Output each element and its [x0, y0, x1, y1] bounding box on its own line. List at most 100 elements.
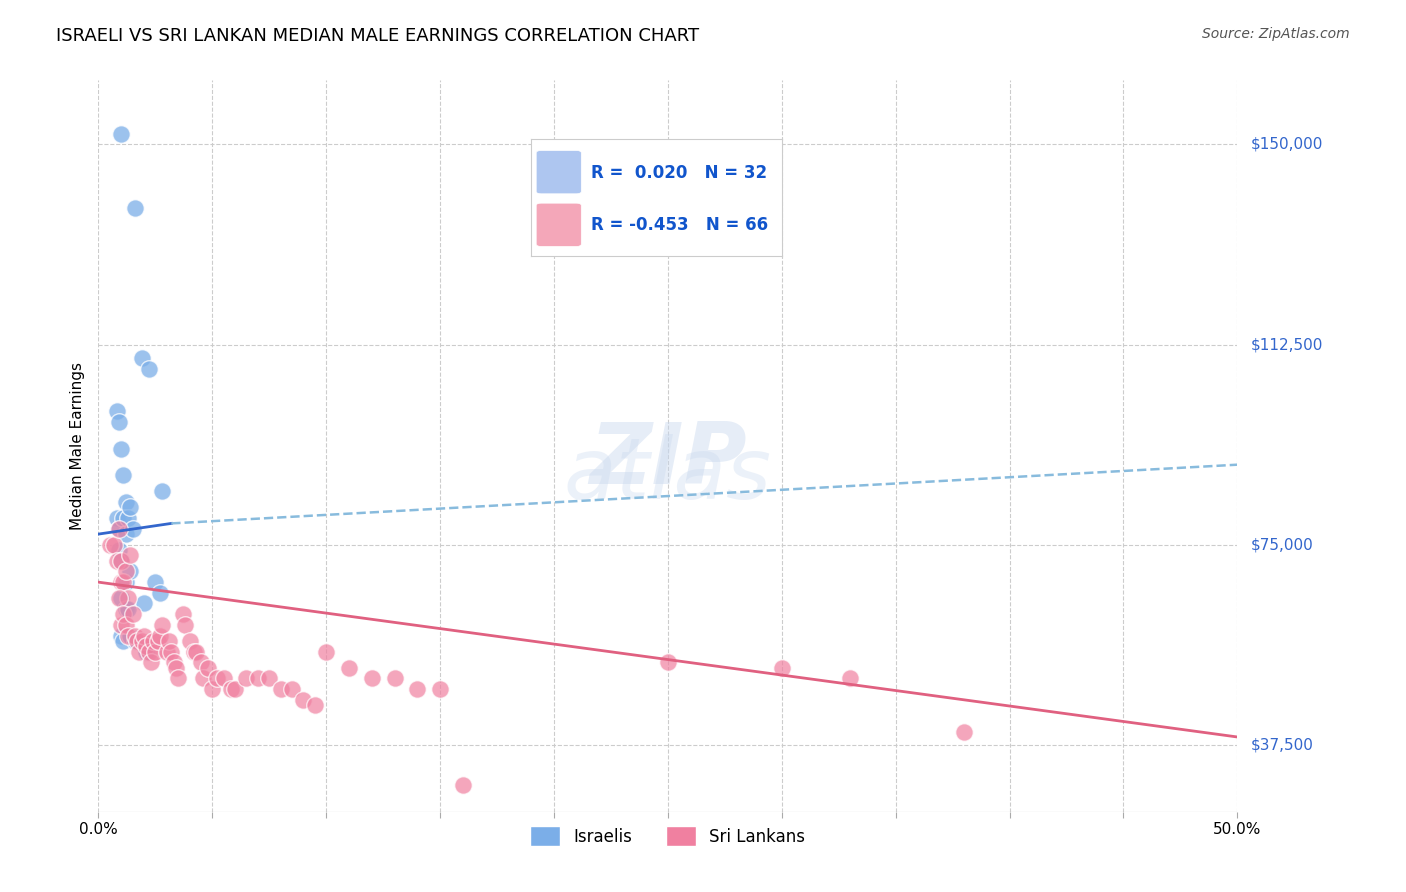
- Point: [149, 586, 172, 600]
- Point: [105, 404, 128, 418]
- Point: [120, 565, 142, 579]
- Point: [112, 468, 135, 483]
- Legend: Israelis, Sri Lankans: Israelis, Sri Lankans: [522, 818, 814, 855]
- Point: [105, 511, 128, 525]
- Point: [120, 500, 142, 515]
- Point: [172, 607, 194, 622]
- Point: [98, 538, 121, 552]
- Point: [117, 511, 139, 525]
- Point: [146, 633, 169, 648]
- Point: [114, 575, 136, 590]
- Point: [953, 724, 976, 739]
- Point: [246, 671, 269, 685]
- Point: [110, 127, 132, 141]
- Text: Source: ZipAtlas.com: Source: ZipAtlas.com: [1202, 27, 1350, 41]
- Point: [132, 597, 155, 611]
- Point: [110, 575, 132, 590]
- Point: [124, 633, 146, 648]
- Point: [183, 644, 205, 658]
- Point: [127, 633, 149, 648]
- Point: [150, 618, 173, 632]
- Point: [110, 618, 132, 632]
- Point: [108, 522, 131, 536]
- Text: ZIP: ZIP: [589, 419, 747, 502]
- Point: [219, 681, 242, 696]
- Point: [110, 591, 132, 606]
- Point: [160, 644, 183, 658]
- Point: [270, 681, 292, 696]
- Point: [110, 628, 132, 642]
- Point: [839, 671, 862, 685]
- Point: [167, 671, 190, 685]
- Point: [145, 575, 167, 590]
- Point: [360, 671, 382, 685]
- Point: [315, 644, 337, 658]
- Point: [292, 692, 315, 706]
- Point: [165, 660, 187, 674]
- Point: [114, 602, 136, 616]
- Point: [770, 660, 793, 674]
- Point: [128, 644, 150, 658]
- Point: [110, 554, 132, 568]
- Point: [108, 415, 131, 429]
- Point: [108, 591, 131, 606]
- Point: [281, 681, 304, 696]
- Point: [120, 549, 142, 563]
- Point: [138, 644, 160, 658]
- Point: [114, 565, 136, 579]
- Point: [205, 671, 228, 685]
- Point: [132, 628, 155, 642]
- Point: [114, 527, 136, 541]
- Point: [124, 628, 146, 642]
- Point: [121, 607, 143, 622]
- Point: [337, 660, 360, 674]
- Point: [190, 655, 212, 669]
- Point: [156, 644, 179, 658]
- Point: [117, 591, 139, 606]
- Point: [142, 633, 165, 648]
- Text: $150,000: $150,000: [1251, 136, 1323, 152]
- Point: [131, 351, 153, 365]
- Point: [174, 618, 197, 632]
- Point: [150, 484, 173, 499]
- Text: atlas: atlas: [564, 434, 772, 516]
- Point: [131, 633, 153, 648]
- Point: [139, 655, 162, 669]
- Point: [103, 538, 125, 552]
- Point: [121, 522, 143, 536]
- Point: [451, 778, 474, 792]
- Point: [657, 655, 679, 669]
- Point: [179, 633, 201, 648]
- Point: [157, 633, 180, 648]
- Point: [162, 655, 184, 669]
- Point: [201, 681, 224, 696]
- Y-axis label: Median Male Earnings: Median Male Earnings: [69, 362, 84, 530]
- Point: [117, 602, 139, 616]
- Point: [384, 671, 406, 685]
- Point: [112, 575, 135, 590]
- Point: [135, 644, 157, 658]
- Point: [124, 202, 146, 216]
- Point: [304, 698, 326, 712]
- Point: [259, 671, 281, 685]
- Point: [112, 633, 135, 648]
- Point: [120, 628, 142, 642]
- Point: [212, 671, 235, 685]
- Text: $37,500: $37,500: [1251, 738, 1313, 753]
- Point: [149, 628, 172, 642]
- Point: [186, 644, 208, 658]
- Point: [235, 671, 257, 685]
- Point: [135, 639, 157, 653]
- Point: [117, 628, 139, 642]
- Point: [112, 607, 135, 622]
- Point: [108, 543, 131, 558]
- Point: [110, 442, 132, 456]
- Point: [197, 660, 219, 674]
- Point: [114, 618, 136, 632]
- Point: [429, 681, 451, 696]
- Point: [138, 361, 160, 376]
- Text: $75,000: $75,000: [1251, 537, 1313, 552]
- Point: [145, 644, 167, 658]
- Point: [105, 554, 128, 568]
- Text: $112,500: $112,500: [1251, 337, 1323, 352]
